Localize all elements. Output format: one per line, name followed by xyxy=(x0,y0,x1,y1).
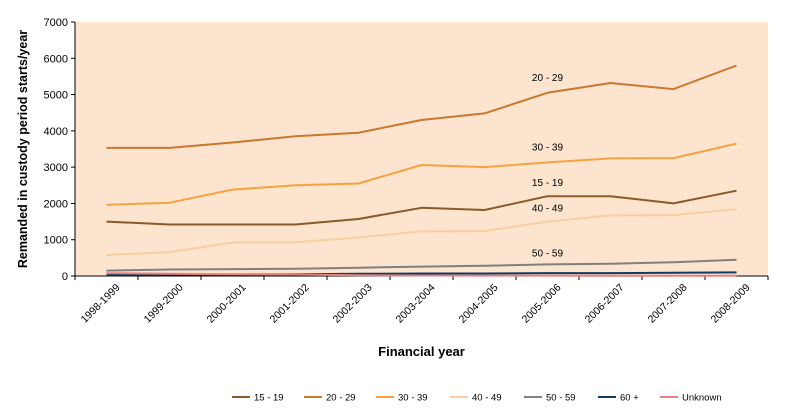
series-line xyxy=(106,142,737,206)
y-tick-label: 3000 xyxy=(44,162,68,174)
series-line xyxy=(106,208,737,256)
x-tick-label: 2008-2009 xyxy=(709,282,753,326)
series-data-label: 15 - 19 xyxy=(532,178,564,189)
x-axis-title: Financial year xyxy=(378,344,465,359)
y-tick-label: 4000 xyxy=(44,126,68,138)
y-axis-title: Remanded in custody period starts/year xyxy=(16,30,30,268)
y-tick-label: 5000 xyxy=(44,90,68,102)
series-line xyxy=(106,189,737,226)
y-tick-label: 0 xyxy=(62,271,68,283)
legend: 15 - 19 20 - 29 30 - 39 40 - 49 50 - 59 60 + U… xyxy=(232,393,722,404)
x-tick-label: 2007-2008 xyxy=(646,282,690,326)
x-tick-label: 2003-2004 xyxy=(394,282,438,326)
legend-label: 30 - 39 xyxy=(398,393,428,404)
series-data-label: 30 - 39 xyxy=(532,142,564,153)
series-line xyxy=(106,272,737,277)
series-layer xyxy=(106,64,737,277)
x-tick-label: 2001-2002 xyxy=(268,282,312,326)
plot-area xyxy=(75,22,768,276)
legend-label: 15 - 19 xyxy=(254,393,284,404)
x-tick-label: 2004-2005 xyxy=(457,282,501,326)
y-tick-label: 6000 xyxy=(44,53,68,65)
legend-label: 60 + xyxy=(620,393,639,404)
series-label-layer: 15 - 19 20 - 29 30 - 39 40 - 49 50 - 59 xyxy=(532,73,564,260)
x-tick-label: 1999-2000 xyxy=(142,282,186,326)
series-data-label: 50 - 59 xyxy=(532,248,564,259)
x-tick-label: 2000-2001 xyxy=(205,282,249,326)
legend-label: 40 - 49 xyxy=(472,393,502,404)
legend-label: 50 - 59 xyxy=(546,393,576,404)
x-tick-label: 1998-1999 xyxy=(79,282,123,326)
x-axis: 1998-1999 1999-2000 2000-2001 2001-2002 2002… xyxy=(74,275,769,326)
series-data-label: 40 - 49 xyxy=(532,204,564,215)
y-axis: 0 1000 2000 3000 4000 5000 6000 7000 xyxy=(44,17,76,283)
x-tick-label: 2002-2003 xyxy=(331,282,375,326)
series-line xyxy=(106,64,737,149)
x-tick-label: 2006-2007 xyxy=(583,282,627,326)
x-tick-label: 2005-2006 xyxy=(520,282,564,326)
legend-label: Unknown xyxy=(682,393,722,404)
y-tick-label: 2000 xyxy=(44,198,68,210)
y-tick-label: 7000 xyxy=(44,17,68,29)
legend-label: 20 - 29 xyxy=(326,393,356,404)
series-data-label: 20 - 29 xyxy=(532,73,564,84)
series-line xyxy=(106,258,737,272)
y-tick-label: 1000 xyxy=(44,235,68,247)
